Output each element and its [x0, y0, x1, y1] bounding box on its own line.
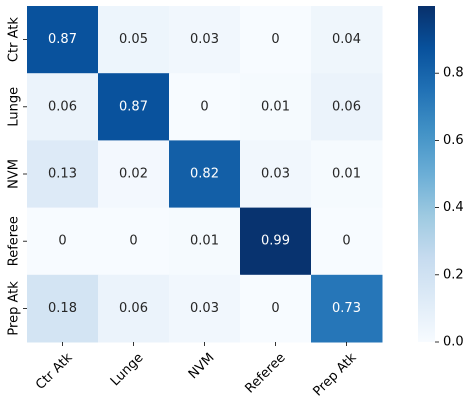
- heatmap-cell: [169, 6, 241, 74]
- colorbar-tick-label: 0.6: [443, 133, 464, 148]
- colorbar-tick-label: 0.4: [443, 200, 464, 215]
- colorbar-tick-label: 0.2: [443, 267, 464, 282]
- heatmap-cell: [27, 207, 99, 276]
- cell-value-label: 0: [342, 234, 350, 249]
- cell-value-label: 0.02: [119, 167, 148, 182]
- cell-value-label: 0.87: [119, 99, 148, 114]
- heatmap-cell: [240, 207, 312, 276]
- heatmap-cell: [98, 73, 170, 141]
- colorbar-gradient: [418, 6, 435, 342]
- heatmap-cell: [240, 73, 312, 141]
- heatmap-cell: [311, 73, 383, 141]
- heatmap-cell: [169, 140, 241, 209]
- y-tick-label: Lunge: [7, 87, 22, 127]
- x-tick-label: Referee: [243, 350, 289, 396]
- y-tick-label: NVM: [7, 159, 22, 189]
- heatmap-cell: [169, 207, 241, 276]
- cell-value-label: 0.87: [48, 32, 77, 47]
- x-tick-label: Prep Atk: [311, 350, 360, 399]
- heatmap-cell: [98, 140, 170, 209]
- heatmap-cell: [169, 73, 241, 141]
- colorbar-tick-label: 0.8: [443, 66, 464, 81]
- heatmap-cell: [240, 140, 312, 209]
- x-axis-ticks: Ctr Atk Lunge NVM Referee Prep Atk: [33, 342, 360, 399]
- colorbar-tick-label: 0.0: [443, 335, 464, 350]
- cell-value-label: 0.01: [190, 234, 219, 249]
- cell-value-label: 0.13: [48, 167, 77, 182]
- cell-value-label: 0.73: [332, 301, 361, 316]
- cell-value-label: 0.03: [190, 301, 219, 316]
- y-axis-ticks: Ctr Atk Lunge NVM Referee Prep Atk: [7, 17, 27, 336]
- cell-value-label: 0.03: [190, 32, 219, 47]
- cell-value-label: 0.04: [332, 32, 361, 47]
- heatmap-cell: [311, 140, 383, 209]
- cell-value-label: 0.99: [261, 234, 290, 249]
- cell-value-label: 0.82: [190, 167, 219, 182]
- cell-value-label: 0.05: [119, 32, 148, 47]
- cell-value-label: 0.06: [48, 99, 77, 114]
- heatmap-cell: [311, 207, 383, 276]
- heatmap-cell: [240, 6, 312, 74]
- heatmap-cell: [27, 73, 99, 141]
- cell-value-label: 0: [271, 32, 279, 47]
- y-tick-label: Ctr Atk: [7, 17, 22, 62]
- heatmap-cell: [169, 274, 241, 343]
- heatmap-cell: [98, 207, 170, 276]
- cell-value-label: 0.01: [332, 167, 361, 182]
- heatmap-cell-labels: 0.87 0.05 0.03 0 0.04 0.06 0.87 0 0.01 0.06 0.13 0.…: [48, 32, 361, 316]
- heatmap-cell: [240, 274, 312, 343]
- heatmap-cell: [27, 6, 99, 74]
- colorbar-ticks: 0.0 0.2 0.4 0.6 0.8: [435, 66, 464, 350]
- heatmap-cell: [27, 140, 99, 209]
- heatmap-cell: [311, 6, 383, 74]
- heatmap-cell: [98, 274, 170, 343]
- y-tick-label: Referee: [7, 216, 22, 266]
- cell-value-label: 0: [129, 234, 137, 249]
- x-tick-label: Lunge: [108, 350, 147, 389]
- heatmap-cell: [98, 6, 170, 74]
- heatmap-cells: [27, 6, 383, 343]
- cell-value-label: 0.03: [261, 167, 290, 182]
- heatmap-cell: [27, 274, 99, 343]
- y-tick-label: Prep Atk: [7, 281, 22, 336]
- cell-value-label: 0: [58, 234, 66, 249]
- cell-value-label: 0: [200, 99, 208, 114]
- cell-value-label: 0.06: [332, 99, 361, 114]
- colorbar: 0.0 0.2 0.4 0.6 0.8: [418, 6, 464, 350]
- x-tick-label: Ctr Atk: [33, 350, 76, 393]
- cell-value-label: 0.06: [119, 301, 148, 316]
- heatmap-cell: [311, 274, 383, 343]
- x-tick-label: NVM: [186, 350, 218, 382]
- cell-value-label: 0.01: [261, 99, 290, 114]
- cell-value-label: 0.18: [48, 301, 77, 316]
- cell-value-label: 0: [271, 301, 279, 316]
